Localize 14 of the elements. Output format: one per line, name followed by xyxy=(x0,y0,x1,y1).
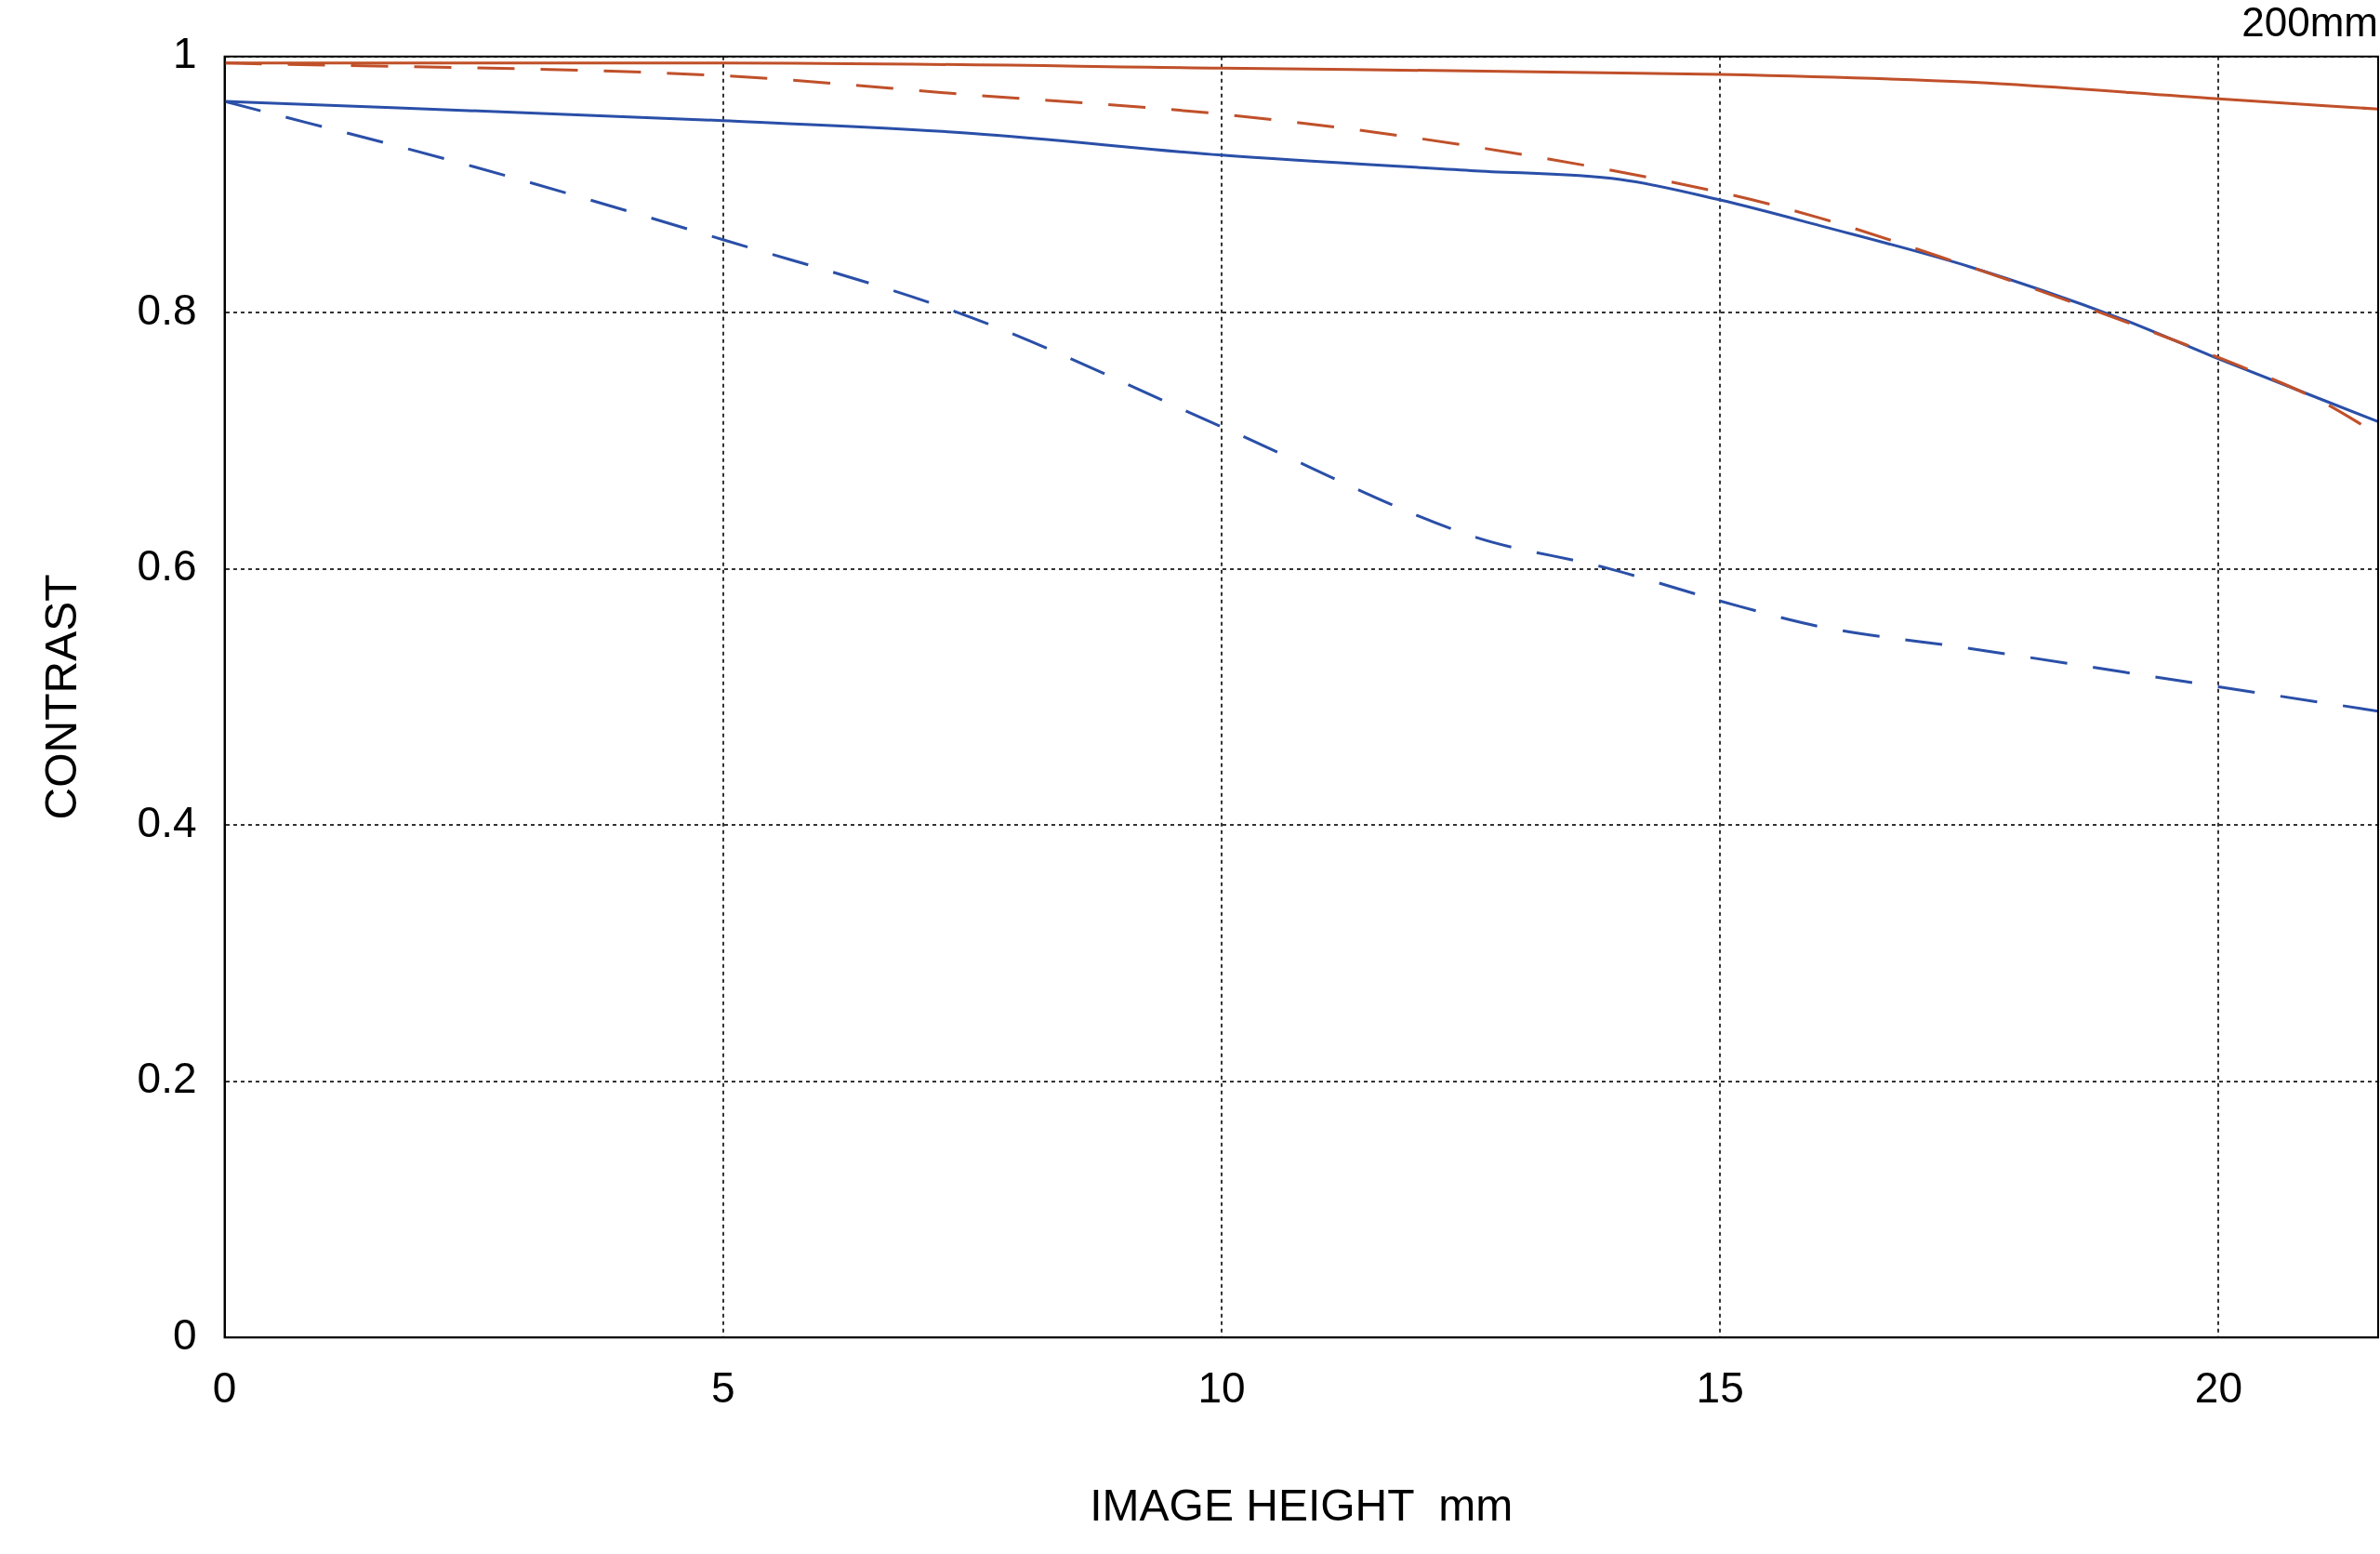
x-tick-label: 10 xyxy=(1197,1363,1246,1413)
x-tick-label: 5 xyxy=(710,1363,735,1413)
x-tick-label: 20 xyxy=(2194,1363,2242,1413)
y-tick-label: 0.8 xyxy=(137,285,197,334)
y-tick-label: 0.2 xyxy=(137,1054,197,1103)
x-tick-label: 0 xyxy=(212,1363,237,1413)
y-tick-label: 0.6 xyxy=(137,541,197,591)
y-tick-label: 1 xyxy=(172,29,197,78)
chart-title: 200mm xyxy=(2241,0,2378,45)
y-axis-title: CONTRAST xyxy=(36,574,86,820)
x-tick-label: 15 xyxy=(1696,1363,1744,1413)
y-tick-label: 0 xyxy=(172,1309,197,1359)
y-tick-label: 0.4 xyxy=(137,797,197,846)
x-axis-title: IMAGE HEIGHT mm xyxy=(1090,1481,1514,1531)
